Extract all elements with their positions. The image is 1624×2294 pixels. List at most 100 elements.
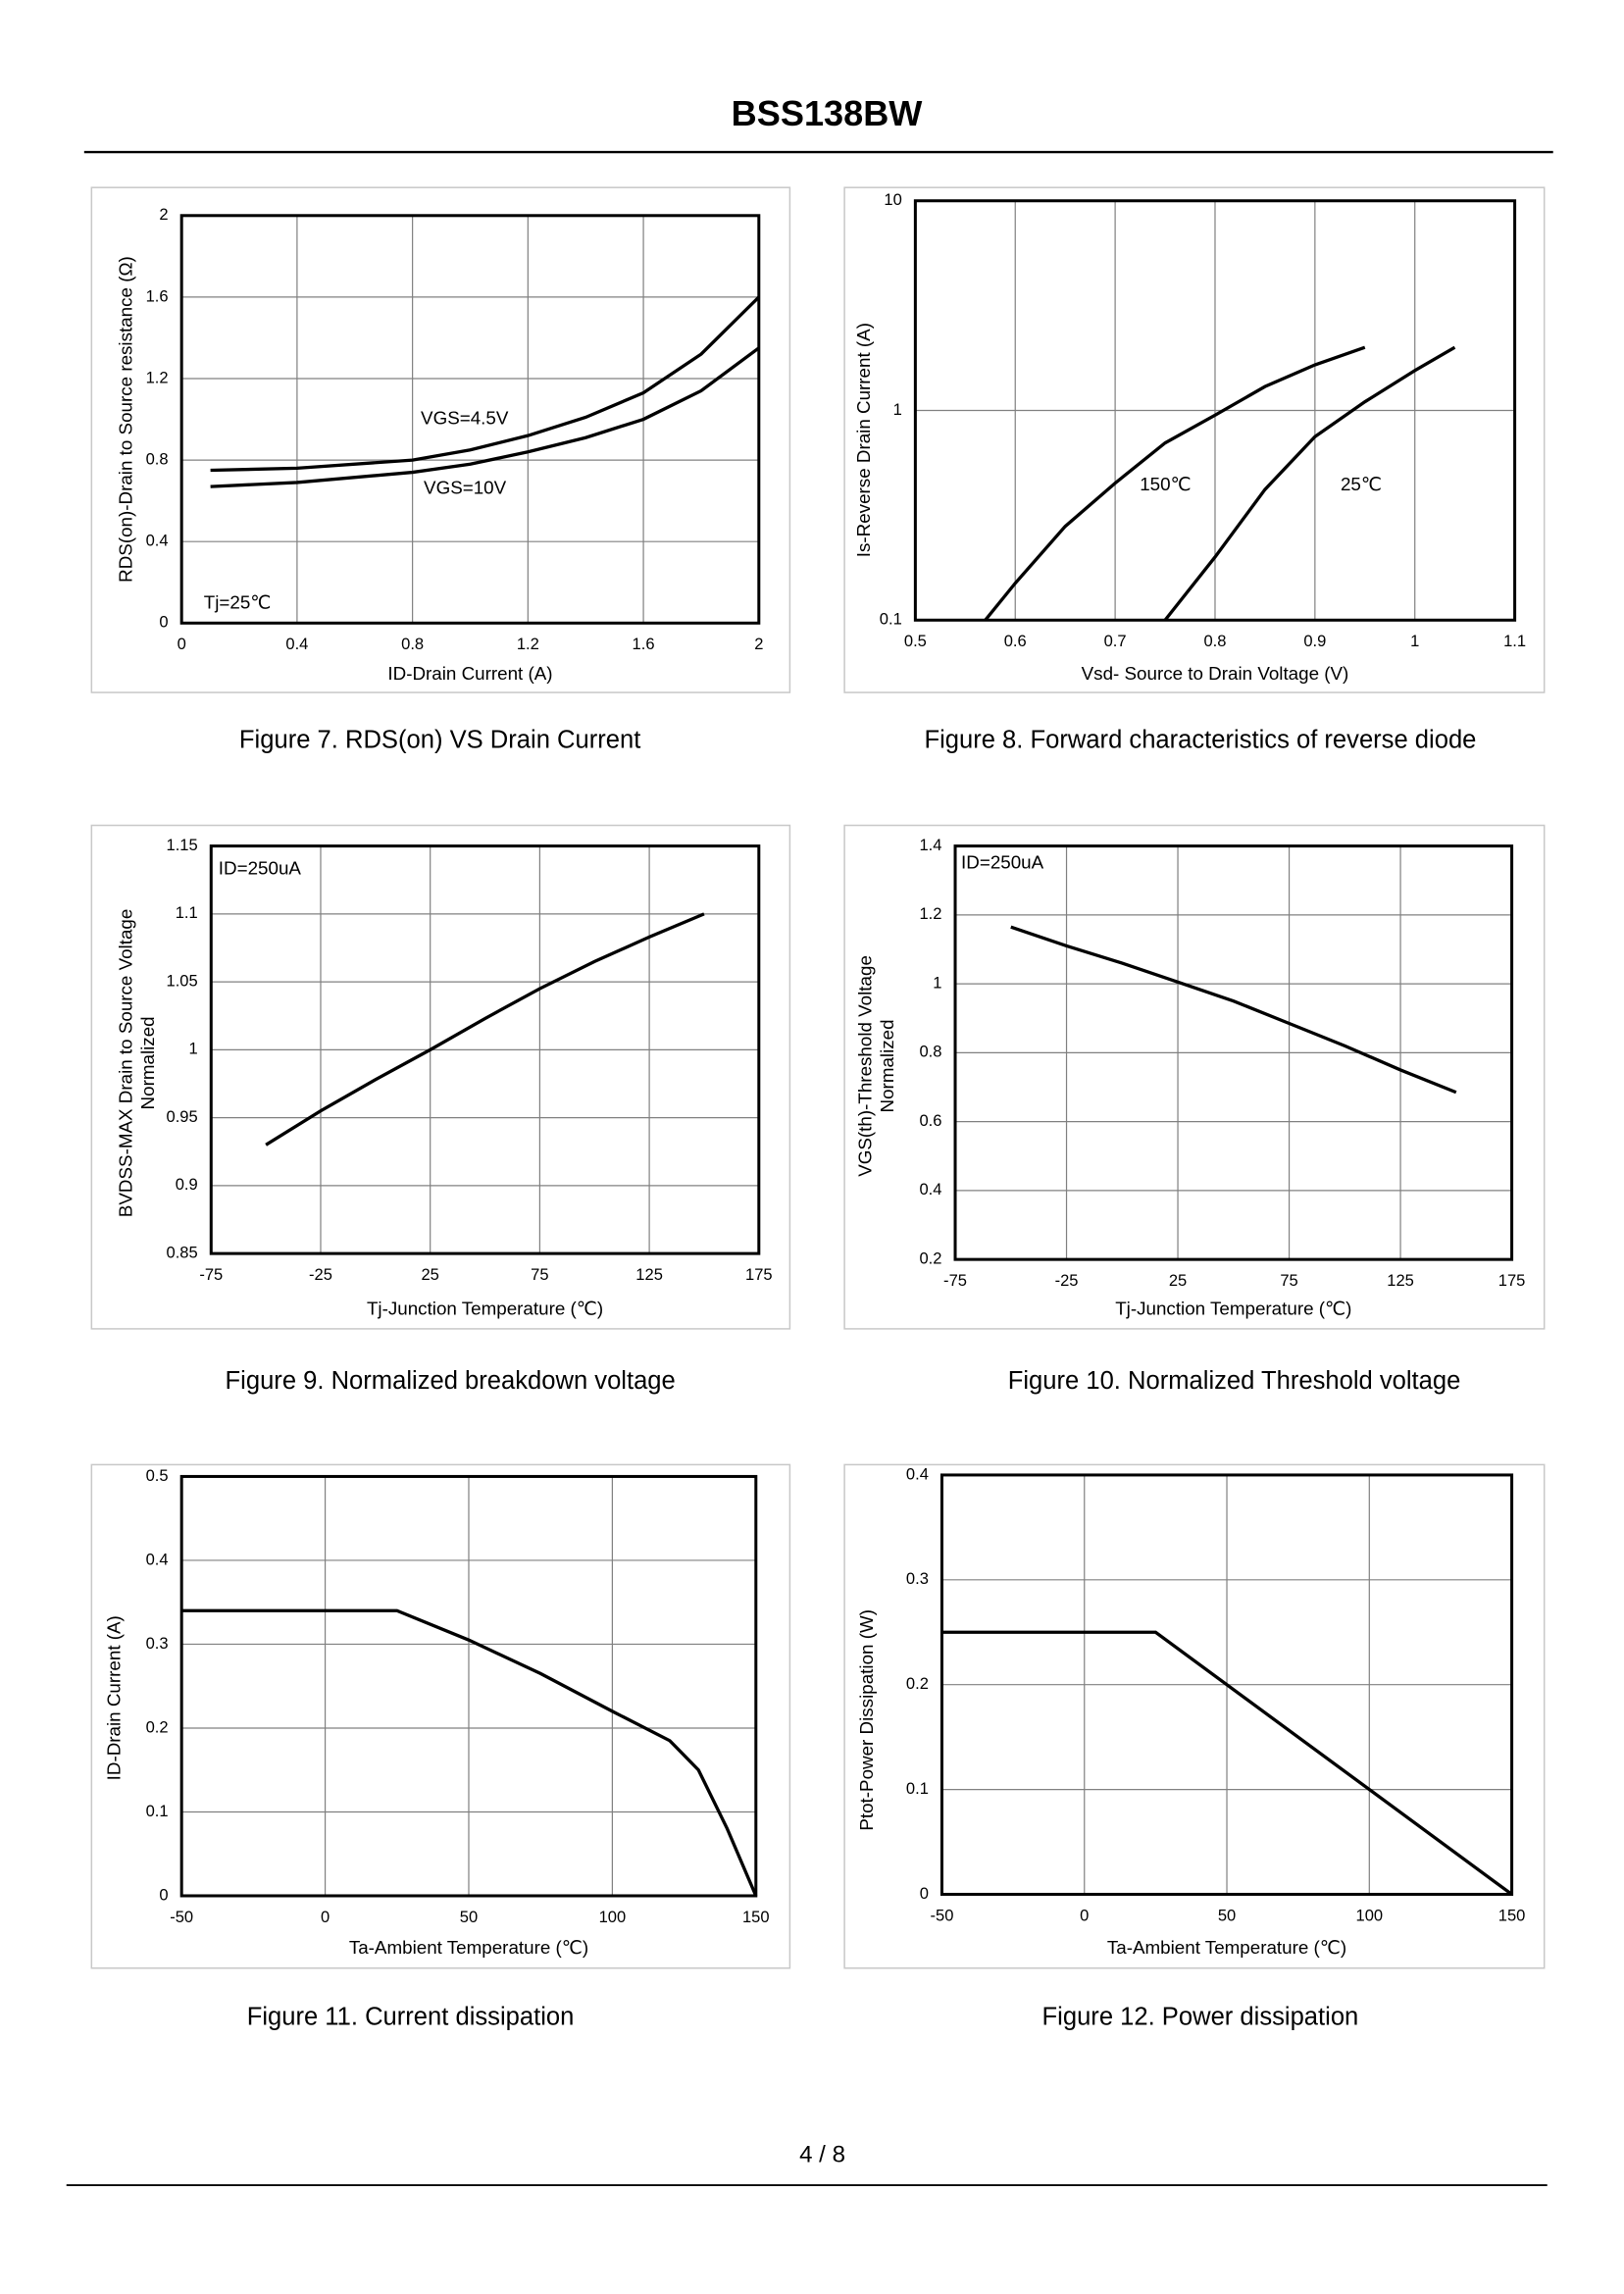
figure-caption: Figure 10. Normalized Threshold voltage <box>1008 1367 1461 1395</box>
y-tick-label: 0.6 <box>919 1111 941 1130</box>
figure-caption: Figure 11. Current dissipation <box>247 2004 575 2031</box>
y-axis-label: Is-Reverse Drain Current (A) <box>853 323 874 557</box>
y-tick-label: 0 <box>159 613 168 632</box>
data-line <box>1010 925 1457 1095</box>
y-tick-label: 0.2 <box>919 1249 941 1268</box>
series-label: VGS=4.5V <box>421 408 509 429</box>
y-axis-label: ID-Drain Current (A) <box>103 1615 124 1780</box>
series-label: VGS=10V <box>424 477 507 497</box>
x-axis-label: Ta-Ambient Temperature (℃) <box>349 1937 588 1958</box>
y-tick-label: 1.4 <box>919 836 941 854</box>
x-axis-label: Tj-Junction Temperature (℃) <box>1115 1298 1351 1318</box>
y-tick-label: 0.4 <box>919 1180 941 1198</box>
y-tick-label: 1.2 <box>919 904 941 923</box>
x-tick-label: 1 <box>1410 632 1419 650</box>
y-tick-label: 0.3 <box>146 1634 169 1653</box>
x-tick-label: 0.6 <box>1004 632 1027 650</box>
plot-border <box>913 199 1517 622</box>
y-axis-label: VGS(th)-Threshold Voltage <box>855 955 876 1177</box>
x-axis-label: Vsd- Source to Drain Voltage (V) <box>1082 663 1349 684</box>
x-tick-label: 75 <box>1280 1271 1297 1290</box>
x-axis-label: ID-Drain Current (A) <box>387 663 552 684</box>
x-tick-label: -75 <box>199 1265 223 1284</box>
y-tick-label: 0.95 <box>167 1107 198 1126</box>
y-tick-label: 0.1 <box>906 1779 929 1798</box>
y-axis-label: BVDSS-MAX Drain to Source Voltage <box>115 909 135 1217</box>
data-line <box>1163 345 1456 622</box>
x-tick-label: 125 <box>1387 1271 1414 1290</box>
y-tick-label: 0.1 <box>880 610 902 629</box>
y-tick-label: 0.9 <box>176 1175 198 1194</box>
y-tick-label: 0.4 <box>906 1464 929 1483</box>
x-tick-label: 2 <box>754 635 763 653</box>
figure-caption: Figure 12. Power dissipation <box>1042 2004 1359 2031</box>
plot-border <box>179 214 761 625</box>
series-label: 25℃ <box>1341 474 1382 494</box>
page-number: 4 / 8 <box>799 2141 845 2167</box>
figure-caption: Figure 7. RDS(on) VS Drain Current <box>239 726 640 753</box>
data-line <box>265 912 705 1147</box>
chart-frame <box>843 824 1546 1330</box>
chart-frame <box>90 186 791 693</box>
x-axis-label: Tj-Junction Temperature (℃) <box>367 1298 603 1318</box>
annotation: ID=250uA <box>961 852 1044 873</box>
y-tick-label: 1.05 <box>167 971 198 990</box>
y-axis-label: Normalized <box>877 1019 897 1112</box>
x-tick-label: 1.1 <box>1503 632 1526 650</box>
x-tick-label: 150 <box>742 1908 770 1926</box>
x-tick-label: 0.9 <box>1303 632 1326 650</box>
x-tick-label: 150 <box>1498 1906 1526 1924</box>
x-tick-label: -75 <box>943 1271 967 1290</box>
x-axis-label: Ta-Ambient Temperature (℃) <box>1107 1937 1346 1958</box>
figure-caption: Figure 9. Normalized breakdown voltage <box>226 1367 676 1395</box>
data-line <box>210 295 760 473</box>
y-tick-label: 1 <box>893 400 902 419</box>
x-tick-label: 0.4 <box>285 635 308 653</box>
data-line <box>941 1630 1513 1896</box>
x-tick-label: -25 <box>1055 1271 1079 1290</box>
x-tick-label: 1.2 <box>517 635 539 653</box>
plot-border <box>939 1473 1514 1896</box>
y-axis-label: RDS(on)-Drain to Source resistance (Ω) <box>115 256 135 583</box>
data-line <box>210 346 760 488</box>
x-tick-label: 125 <box>635 1265 663 1284</box>
data-line <box>984 345 1366 622</box>
x-tick-label: 0 <box>321 1908 330 1926</box>
figure-caption: Figure 8. Forward characteristics of rev… <box>924 726 1476 753</box>
y-tick-label: 0.3 <box>906 1569 929 1588</box>
annotation: ID=250uA <box>219 858 302 879</box>
x-tick-label: 175 <box>1498 1271 1526 1290</box>
x-tick-label: 0.8 <box>401 635 424 653</box>
page-title: BSS138BW <box>732 93 924 133</box>
annotation: Tj=25℃ <box>204 592 272 613</box>
y-tick-label: 1.1 <box>176 903 198 922</box>
x-tick-label: 0.5 <box>904 632 927 650</box>
y-axis-label: Ptot-Power Dissipation (W) <box>856 1609 877 1831</box>
y-tick-label: 1 <box>189 1040 198 1058</box>
y-tick-label: 0 <box>920 1884 929 1903</box>
y-tick-label: 0.4 <box>146 1550 169 1568</box>
chart-frame <box>843 1463 1546 1969</box>
y-tick-label: 0.2 <box>146 1717 169 1736</box>
y-tick-label: 1.6 <box>146 286 169 305</box>
y-tick-label: 1.15 <box>167 836 198 854</box>
x-tick-label: 50 <box>460 1908 478 1926</box>
y-tick-label: 10 <box>884 190 901 209</box>
plot-border <box>953 844 1514 1261</box>
y-tick-label: 0.8 <box>919 1043 941 1061</box>
plot-border <box>179 1474 758 1898</box>
x-tick-label: -25 <box>309 1265 332 1284</box>
y-axis-label: Normalized <box>137 1016 158 1109</box>
x-tick-label: -50 <box>170 1908 193 1926</box>
x-tick-label: 1.6 <box>633 635 655 653</box>
x-tick-label: 100 <box>599 1908 627 1926</box>
x-tick-label: 0.8 <box>1203 632 1226 650</box>
chart-frame <box>90 824 791 1330</box>
series-label: 150℃ <box>1140 474 1191 494</box>
x-tick-label: 100 <box>1355 1906 1383 1924</box>
x-tick-label: 25 <box>1169 1271 1187 1290</box>
y-tick-label: 0.2 <box>906 1674 929 1693</box>
y-tick-label: 2 <box>159 205 168 224</box>
